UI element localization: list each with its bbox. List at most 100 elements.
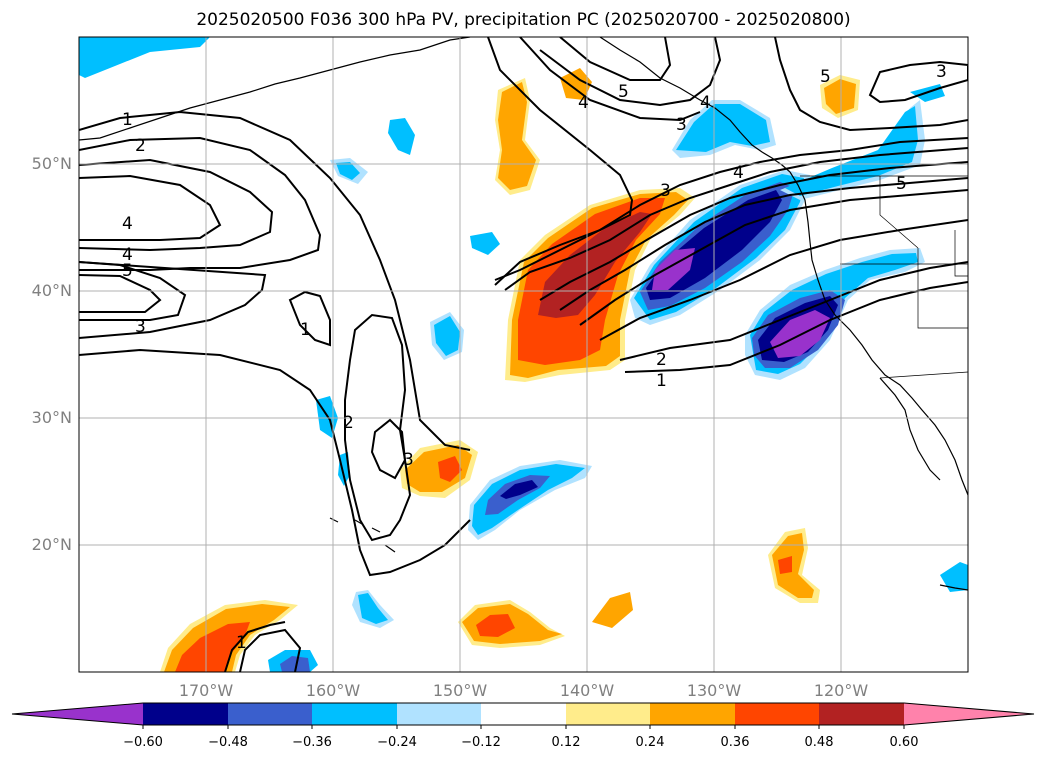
colorbar-label: −0.12 <box>461 735 501 750</box>
coastline-alaska-gulf <box>599 37 791 173</box>
precip-positive-area <box>772 533 814 598</box>
colorbar-extend-low <box>12 703 143 725</box>
border-state <box>840 176 968 329</box>
precip-negative-area <box>79 37 210 78</box>
coastline-north-america <box>789 171 968 496</box>
pv-contour <box>288 290 331 347</box>
precip-negative-area <box>470 232 500 255</box>
contour-label: 4 <box>733 163 744 183</box>
precip-negative-area <box>280 656 310 672</box>
pv-contour <box>79 136 322 271</box>
map-frame <box>78 36 969 673</box>
contour-label: 4 <box>122 245 133 265</box>
colorbar-label: −0.60 <box>123 735 163 750</box>
contour-label: 3 <box>676 115 687 135</box>
coastline-baja <box>879 377 941 481</box>
pv-contour <box>599 219 968 341</box>
colorbar-label: −0.48 <box>208 735 248 750</box>
pv-contour <box>868 60 968 104</box>
precip-positive-area <box>175 622 250 672</box>
contour-label: 3 <box>403 450 414 470</box>
colorbar-segment <box>143 703 228 725</box>
precip-negative-area <box>676 104 770 152</box>
colorbar-segment <box>566 703 650 725</box>
precip-negative-area <box>388 118 415 155</box>
pv-contour <box>494 137 968 286</box>
colorbar-label: 0.48 <box>804 735 834 750</box>
contour-label: 5 <box>820 67 831 87</box>
precip-positive-area <box>438 456 462 482</box>
precip-positive-area <box>476 614 515 637</box>
pv-contour <box>79 158 274 252</box>
map-title: 2025020500 F036 300 hPa PV, precipitatio… <box>196 10 851 30</box>
pv-contours <box>79 37 968 672</box>
contour-labels: 1 2 4 4 5 3 1 2 3 3 4 4 5 1 2 5 3 1 3 4 … <box>122 62 947 653</box>
precip-positive-area <box>560 68 592 100</box>
colorbar-segment <box>735 703 819 725</box>
colorbar-extend-high <box>904 703 1034 725</box>
contour-label: 5 <box>618 82 629 102</box>
contour-label: 2 <box>343 413 354 433</box>
colorbar-segment <box>312 703 397 725</box>
contour-label: 2 <box>656 350 667 370</box>
colorbar-label: 0.24 <box>635 735 665 750</box>
contour-label: 1 <box>122 110 133 130</box>
contour-label: 4 <box>122 214 133 234</box>
contour-label: 3 <box>660 181 671 201</box>
pv-contour <box>224 621 286 672</box>
pv-contour <box>504 147 968 291</box>
contour-label: 1 <box>236 633 247 653</box>
pv-contour <box>344 313 412 542</box>
coastline-alaska <box>79 37 471 141</box>
pv-contour <box>579 189 968 326</box>
pv-contour <box>619 261 968 361</box>
lat-label-40n: 40°N <box>31 281 72 300</box>
colorbar-label: 0.12 <box>551 735 581 750</box>
border-us-mexico <box>879 371 968 379</box>
lon-label-150w: 150°W <box>432 681 488 700</box>
pv-contour <box>487 37 634 281</box>
precip-positive-area <box>498 82 536 190</box>
contour-label: 4 <box>578 93 589 113</box>
graticule <box>79 37 968 672</box>
colorbar-label: 0.60 <box>889 735 919 750</box>
lat-label-20n: 20°N <box>31 535 72 554</box>
lon-label-170w: 170°W <box>178 681 234 700</box>
precip-positive-area <box>824 79 856 114</box>
lat-label-30n: 30°N <box>31 408 72 427</box>
pv-contour <box>79 261 267 339</box>
precip-positive-area <box>778 556 792 574</box>
contour-label: 2 <box>135 136 146 156</box>
coastline-hawaii <box>329 517 396 553</box>
lon-label-160w: 160°W <box>305 681 361 700</box>
coastline-mexico <box>939 584 968 591</box>
pv-contour <box>519 37 701 122</box>
contour-label: 1 <box>656 371 667 391</box>
colorbar-label: −0.36 <box>292 735 332 750</box>
lat-label-50n: 50°N <box>31 154 72 173</box>
precip-negative-area <box>500 480 538 499</box>
pv-contour <box>774 37 968 132</box>
colorbar-segment <box>397 703 481 725</box>
pv-contour <box>79 110 471 451</box>
precip-negative-area <box>336 162 360 180</box>
colorbar-segment <box>481 703 566 725</box>
colorbar-segment <box>228 703 312 725</box>
contour-label: 5 <box>122 261 133 281</box>
pv-contour <box>559 37 672 81</box>
colorbar-segment <box>819 703 904 725</box>
contour-label: 3 <box>936 62 947 82</box>
contour-label: 4 <box>700 93 711 113</box>
lon-label-130w: 130°W <box>686 681 742 700</box>
contour-label: 5 <box>896 174 907 194</box>
lon-label-120w: 120°W <box>813 681 869 700</box>
pv-contour <box>79 274 162 313</box>
colorbar <box>11 702 1035 729</box>
pv-contour <box>239 628 302 672</box>
precip-negative-area <box>940 562 968 592</box>
colorbar-label: 0.36 <box>720 735 750 750</box>
precip-negative-area <box>472 464 585 535</box>
precip-negative-area <box>358 593 388 624</box>
colorbar-segment <box>650 703 735 725</box>
